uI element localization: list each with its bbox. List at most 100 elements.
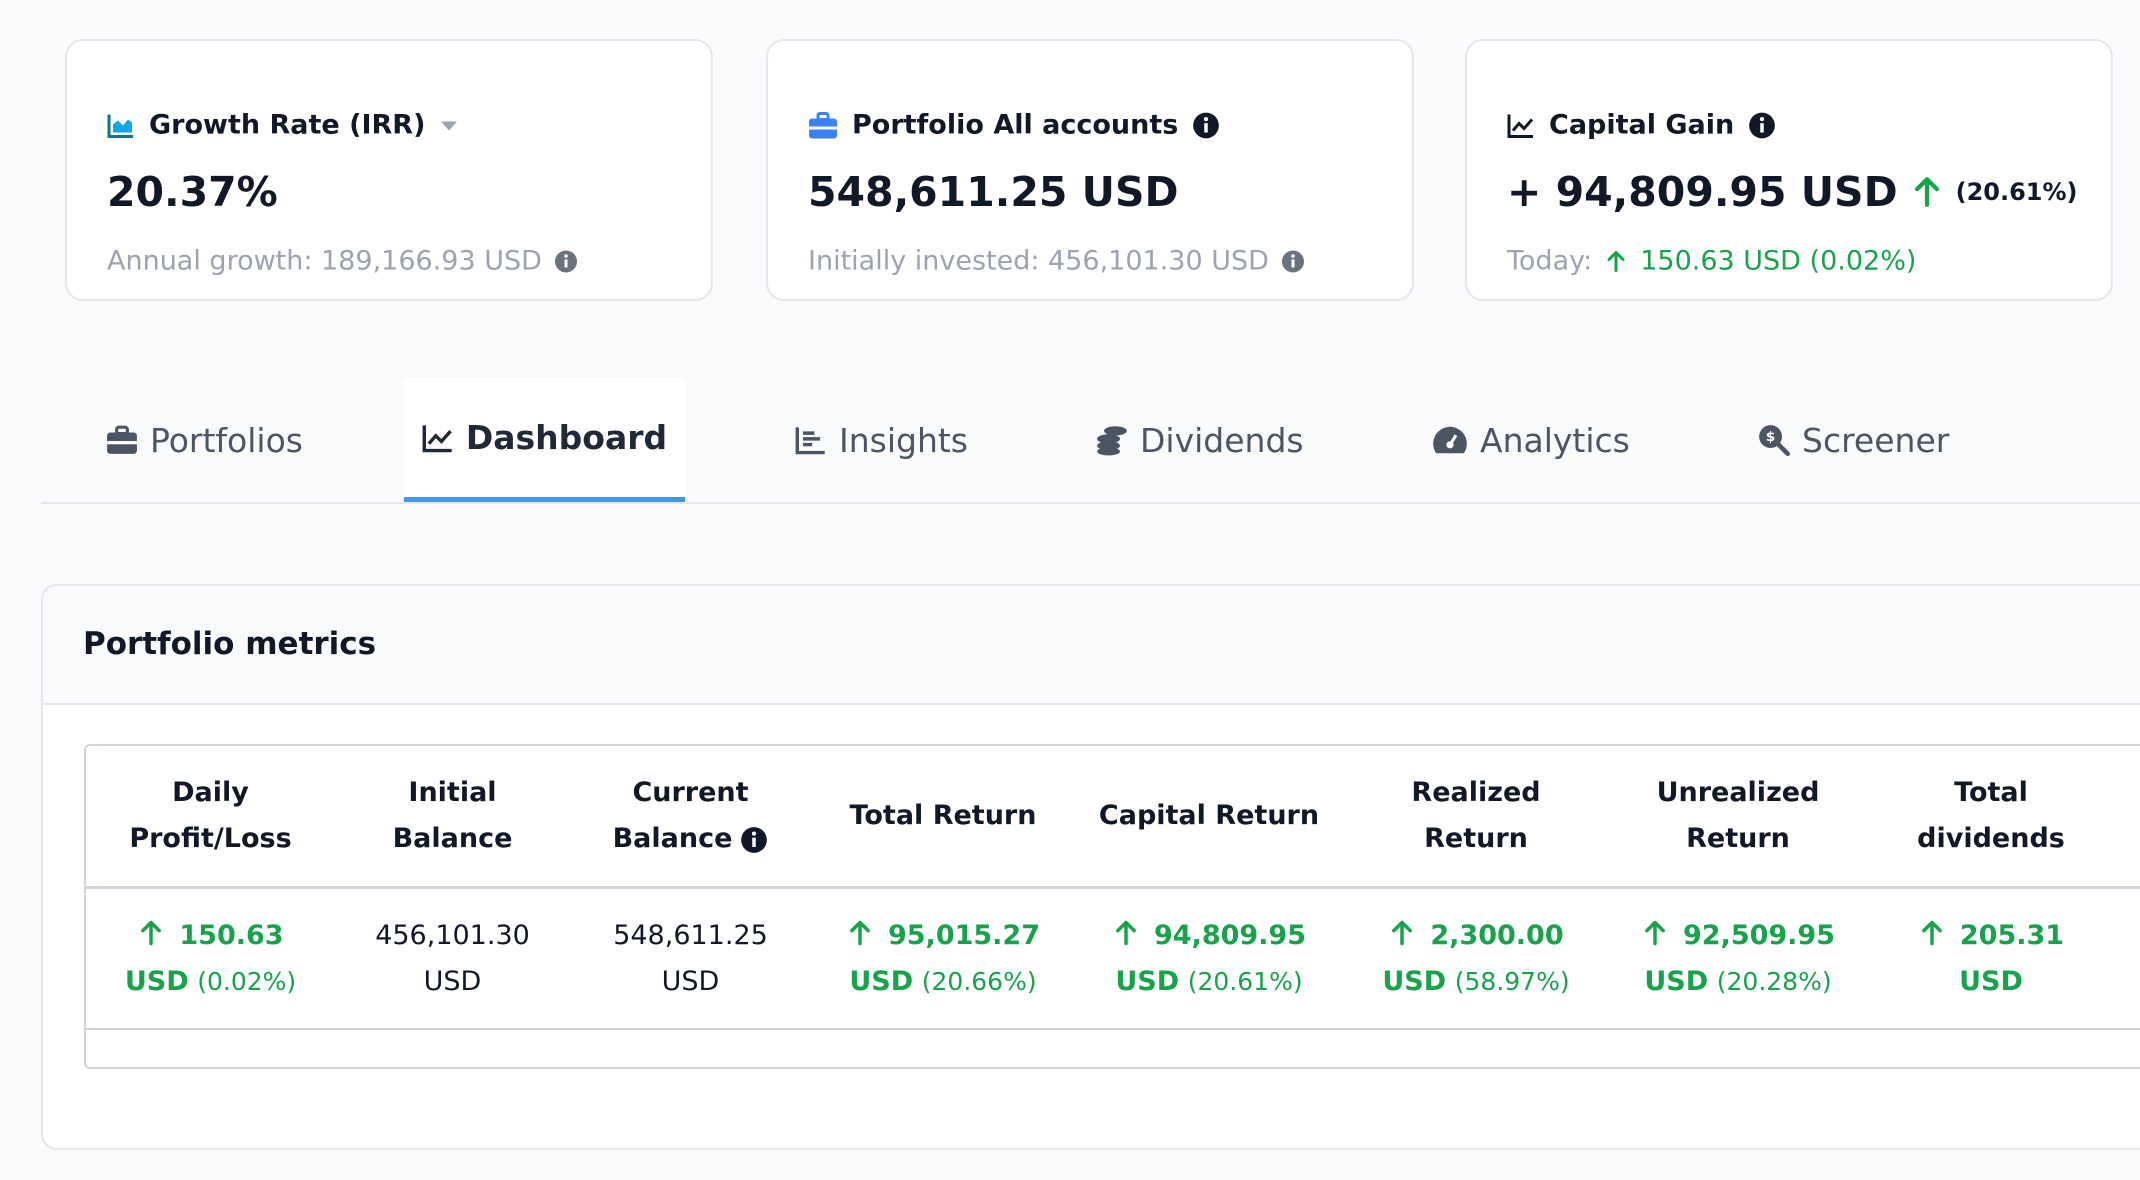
tab-label: Dividends <box>1140 420 1304 460</box>
data-cell: 205.31 USD <box>1867 889 2115 1028</box>
metrics-table: Daily Profit/Loss Initial Balance Current … <box>84 744 2140 1069</box>
tab-icon <box>795 425 827 455</box>
card-title-text: Growth Rate (IRR) <box>149 109 426 141</box>
up-arrow <box>1112 919 1140 947</box>
data-cell: 548,611.25 USD <box>570 889 811 1028</box>
header-text: Daily Profit/Loss <box>129 777 292 854</box>
cell-value: 94,809.95 USD <box>1115 919 1307 997</box>
header-wrap: Current Balance <box>592 770 789 862</box>
cell-content: 150.63 USD (0.02%) <box>108 913 313 1005</box>
cell-value: 548,611.25 USD <box>613 919 768 997</box>
card-icon <box>808 111 838 139</box>
card-value-text: 20.37% <box>107 168 278 216</box>
cell-value: 205.31 USD <box>1959 919 2065 997</box>
info-icon <box>740 826 768 854</box>
table-header-row: Daily Profit/Loss Initial Balance Current … <box>86 746 2140 889</box>
up-arrow <box>1910 175 1944 209</box>
card-title-text: Portfolio All accounts <box>852 109 1179 141</box>
header-text: Initial Balance <box>392 777 513 854</box>
header-cell: Daily Profit/Loss <box>86 746 335 886</box>
header-cell: Total dividends <box>1867 746 2115 886</box>
info-icon <box>554 249 578 273</box>
card-sub: Today: 150.63 USD (0.02%) <box>1507 246 1916 277</box>
table-row: 150.63 USD (0.02%) 456,101.30 USD 548,611.… <box>86 889 2140 1030</box>
cell-value: 456,101.30 USD <box>375 919 530 997</box>
info-icon <box>1281 249 1305 273</box>
section-header: Portfolio metrics <box>43 586 2140 705</box>
header-text: Current Balance <box>612 777 749 854</box>
up-arrow <box>1604 249 1628 273</box>
header-cell: Realized Return <box>1343 746 1609 886</box>
cell-content: 92,509.95 USD (20.28%) <box>1631 913 1845 1005</box>
card-sub-text: Annual growth: 189,166.93 USD <box>107 245 542 277</box>
card-icon <box>1507 112 1535 138</box>
card-sub: Initially invested: 456,101.30 USD <box>808 246 1305 277</box>
card-change: (20.61%) <box>1955 178 2078 206</box>
card-sub-text: Initially invested: 456,101.30 USD <box>808 245 1269 277</box>
up-arrow <box>1641 919 1669 947</box>
tab-divider <box>41 502 2140 504</box>
tab-icon: $ <box>1758 424 1790 456</box>
cell-pct: (20.66%) <box>921 966 1037 996</box>
tab-icon <box>106 425 138 455</box>
card-sub-label: Today: <box>1507 245 1593 277</box>
tab-label: Insights <box>839 420 969 460</box>
header-text: Total dividends <box>1917 777 2065 854</box>
cell-content: 2,300.00 USD (58.97%) <box>1365 913 1587 1005</box>
card-title: Capital Gain <box>1507 110 1776 141</box>
nav-tab[interactable]: Insights <box>795 378 968 502</box>
data-cell: 150.63 USD (0.02%) <box>86 889 335 1028</box>
data-cell: 95,015.27 USD (20.66%) <box>811 889 1075 1028</box>
card-value-text: 548,611.25 USD <box>808 168 1179 216</box>
header-cell: Current Balance <box>570 746 811 886</box>
metric-card: Capital Gain + 94,809.95 USD (20.61%) Today… <box>1465 39 2113 301</box>
cell-pct: (20.61%) <box>1187 966 1303 996</box>
card-value: + 94,809.95 USD (20.61%) <box>1507 168 2078 216</box>
data-cell: 2,300.00 USD (58.97%) <box>1343 889 1609 1028</box>
up-arrow <box>137 919 165 947</box>
nav-tab[interactable]: Dividends <box>1096 378 1304 502</box>
header-text: Total Return <box>849 800 1037 831</box>
tab-icon <box>422 423 454 453</box>
dropdown-caret <box>439 119 459 131</box>
section-title: Portfolio metrics <box>83 626 377 662</box>
card-sub-text: 150.63 USD (0.02%) <box>1640 245 1917 277</box>
nav-tab[interactable]: Analytics <box>1432 378 1630 502</box>
cell-pct: (0.02%) <box>197 966 297 996</box>
cell-content: 95,015.27 USD (20.66%) <box>833 913 1053 1005</box>
up-arrow <box>1388 919 1416 947</box>
metric-card: Growth Rate (IRR) 20.37% Annual growth: 18… <box>65 39 713 301</box>
header-cell: Total Return <box>811 746 1075 886</box>
card-value-text: + 94,809.95 USD <box>1507 168 1898 216</box>
card-title-text: Capital Gain <box>1549 109 1735 141</box>
metrics-section: Portfolio metrics Daily Profit/Loss Initia… <box>41 584 2140 1150</box>
cell-content: 94,809.95 USD (20.61%) <box>1097 913 1321 1005</box>
header-cell: Initial Balance <box>335 746 570 886</box>
tab-label: Screener <box>1802 420 1950 460</box>
card-title: Growth Rate (IRR) <box>107 110 459 141</box>
card-value: 548,611.25 USD <box>808 168 1179 216</box>
header-text: Capital Return <box>1098 800 1320 831</box>
svg-text:$: $ <box>1766 429 1776 445</box>
cell-value: 2,300.00 USD <box>1382 919 1564 997</box>
header-cell: Capital Return <box>1075 746 1343 886</box>
nav-tab[interactable]: $ Screener <box>1758 378 1949 502</box>
tab-icon <box>1432 425 1468 455</box>
cell-content: 548,611.25 USD <box>592 913 789 1005</box>
card-icon <box>107 112 135 138</box>
card-sub: Annual growth: 189,166.93 USD <box>107 246 578 277</box>
up-arrow <box>1918 919 1946 947</box>
data-cell: 456,101.30 USD <box>335 889 570 1028</box>
up-arrow <box>846 919 874 947</box>
cell-pct: (20.28%) <box>1716 966 1832 996</box>
nav-tab[interactable]: Portfolios <box>106 378 303 502</box>
tab-icon <box>1096 424 1128 456</box>
tab-label: Analytics <box>1480 420 1630 460</box>
info-icon <box>1748 111 1776 139</box>
cell-value: 95,015.27 USD <box>849 919 1041 997</box>
nav-tab[interactable]: Dashboard <box>404 378 685 502</box>
cell-content: 456,101.30 USD <box>357 913 548 1005</box>
data-cell: 92,509.95 USD (20.28%) <box>1609 889 1867 1028</box>
cell-content: 205.31 USD <box>1889 913 2093 1005</box>
